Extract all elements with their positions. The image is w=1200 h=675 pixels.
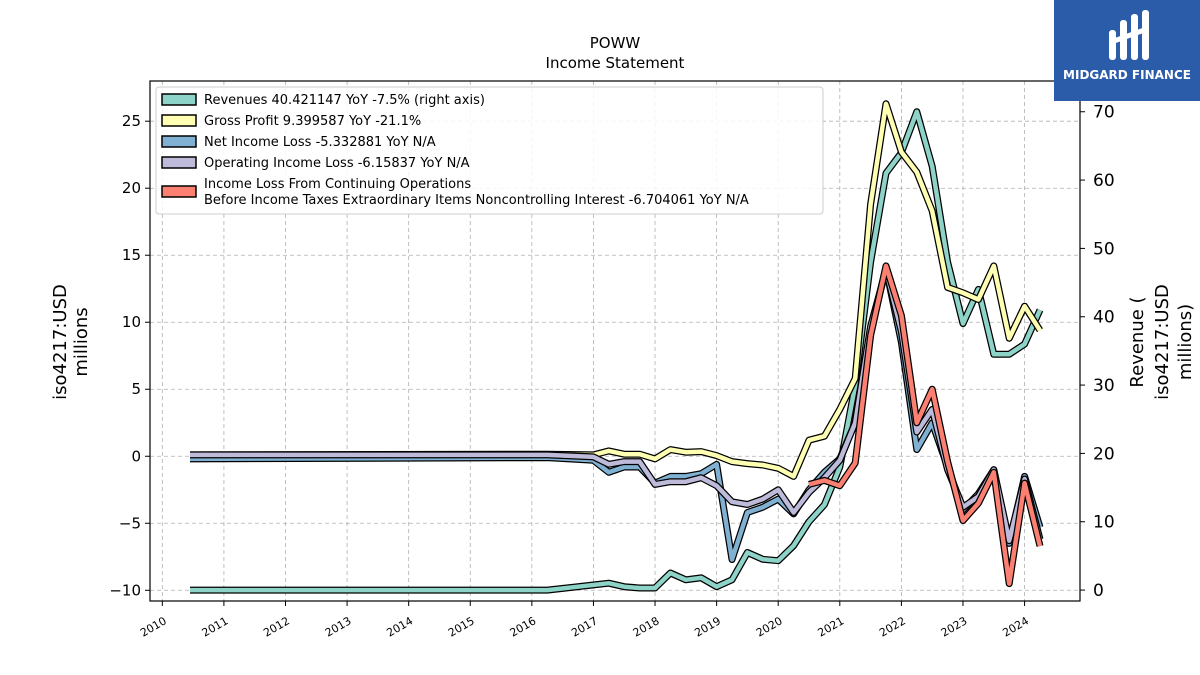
series-line-4	[808, 263, 1043, 586]
legend-swatch-3	[161, 156, 197, 169]
x-tick-label: 2024	[1000, 614, 1031, 639]
legend-swatch-1	[161, 114, 197, 127]
legend-label-1: Gross Profit 9.399587 YoY -21.1%	[204, 114, 421, 129]
x-tick-label: 2017	[569, 614, 600, 639]
legend-label-3: Operating Income Loss -6.15837 YoY N/A	[204, 156, 470, 171]
left-tick-label: −5	[119, 514, 141, 532]
legend-swatch-0	[161, 93, 197, 106]
brand-name: MIDGARD FINANCE	[1063, 68, 1191, 82]
left-tick-label: 20	[122, 179, 141, 197]
chart-subtitle: Income Statement	[546, 54, 685, 72]
left-tick-label: 0	[131, 447, 141, 465]
left-tick-label: 15	[122, 246, 141, 264]
left-tick-label: 5	[131, 380, 141, 398]
x-tick-label: 2012	[261, 614, 292, 639]
right-tick-label: 50	[1093, 239, 1115, 259]
right-tick-label: 70	[1093, 103, 1115, 123]
series-line-1	[189, 101, 1042, 479]
legend: Revenues 40.421147 YoY -7.5% (right axis…	[155, 86, 824, 215]
right-tick-label: 0	[1093, 581, 1104, 601]
legend-label-4: Income Loss From Continuing Operations	[204, 177, 471, 192]
left-axis-ticks: −10 −5 0 5 10 15 20 25	[109, 112, 150, 599]
brand-logo: MIDGARD FINANCE	[1054, 0, 1200, 101]
right-axis-label-line2: iso4217:USD	[1152, 284, 1173, 400]
legend-swatch-4	[161, 185, 197, 198]
midgard-logo-icon	[1109, 10, 1149, 60]
x-tick-label: 2019	[692, 614, 723, 639]
plot-frame	[149, 80, 1081, 602]
x-tick-label: 2016	[508, 614, 539, 639]
left-tick-label: −10	[109, 581, 141, 599]
series-line-0	[190, 109, 1043, 593]
right-axis-label-line3: millions)	[1175, 304, 1196, 380]
x-tick-label: 2013	[323, 614, 354, 639]
legend-box	[155, 86, 824, 215]
x-tick-label: 2014	[384, 614, 415, 639]
legend-swatch-2	[161, 135, 197, 148]
legend-label-2: Net Income Loss -5.332881 YoY N/A	[204, 135, 436, 150]
x-tick-label: 2020	[754, 614, 785, 639]
chart-title: POWW	[590, 34, 641, 52]
x-tick-label: 2011	[200, 614, 231, 639]
left-tick-label: 25	[122, 112, 141, 130]
x-tick-label: 2018	[631, 614, 662, 639]
x-tick-label: 2022	[877, 614, 908, 639]
right-tick-label: 30	[1093, 376, 1115, 396]
x-axis-ticks: 2010 2011 2012 2013 2014 2015 2016 2017 2018 2019…	[138, 601, 1031, 640]
right-tick-label: 60	[1093, 171, 1115, 191]
right-tick-label: 20	[1093, 444, 1115, 464]
right-tick-label: 40	[1093, 308, 1115, 328]
left-axis-label-line2: millions	[71, 307, 92, 376]
legend-label-0: Revenues 40.421147 YoY -7.5% (right axis…	[204, 93, 485, 108]
left-axis-label-line1: iso4217:USD	[50, 284, 71, 400]
right-axis-label-line1: Revenue (	[1127, 296, 1148, 387]
right-axis-ticks: 0 10 20 30 40 50 60 70	[1080, 103, 1115, 601]
x-tick-label: 2023	[939, 614, 970, 639]
x-tick-label: 2010	[138, 614, 169, 639]
x-tick-label: 2015	[446, 614, 477, 639]
right-tick-label: 10	[1093, 513, 1115, 533]
left-tick-label: 10	[122, 313, 141, 331]
series-layer	[189, 100, 1044, 594]
legend-label-4: Before Income Taxes Extraordinary Items …	[204, 193, 749, 208]
x-tick-label: 2021	[816, 614, 847, 639]
